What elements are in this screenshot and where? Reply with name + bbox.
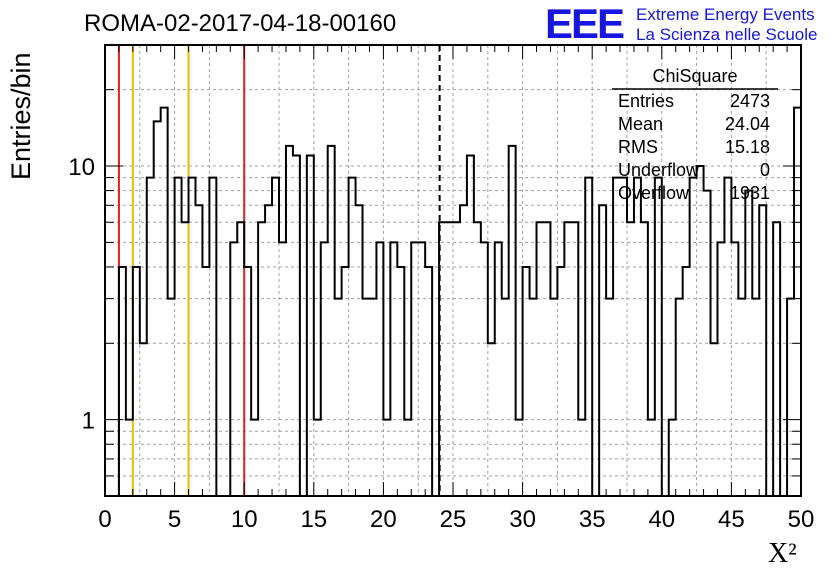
x-tick-label: 0 <box>98 506 111 533</box>
x-tick-label: 25 <box>440 506 467 533</box>
stats-row-entries: Entries 2473 <box>612 91 778 114</box>
y-tick-label: 1 <box>82 408 95 435</box>
y-tick-label: 10 <box>68 154 95 181</box>
stats-box: ChiSquare Entries 2473 Mean 24.04 RMS 15… <box>612 66 778 206</box>
x-tick-label: 15 <box>300 506 327 533</box>
stats-value: 0 <box>759 160 770 180</box>
stats-key: Underflow <box>618 160 700 180</box>
stats-key: Entries <box>618 91 675 111</box>
stats-value: 2473 <box>729 91 770 111</box>
x-tick-label: 50 <box>788 506 815 533</box>
x-tick-label: 30 <box>509 506 536 533</box>
y-axis-label: Entries/bin <box>6 52 36 180</box>
stats-value: 24.04 <box>724 114 770 134</box>
x-tick-label: 20 <box>370 506 397 533</box>
chart-title: ROMA-02-2017-04-18-00160 <box>84 10 397 37</box>
logo-line-2: La Scienza nelle Scuole <box>636 25 818 44</box>
stats-row-underflow: Underflow 0 <box>612 160 778 183</box>
stats-divider <box>612 88 778 90</box>
x-tick-label: 40 <box>648 506 675 533</box>
stats-key: Overflow <box>618 183 690 203</box>
stats-title: ChiSquare <box>652 66 738 86</box>
x-tick-label: 5 <box>168 506 181 533</box>
grid-lines <box>105 45 801 496</box>
logo-line-1: Extreme Energy Events <box>636 5 815 24</box>
eee-logo: EEE <box>545 0 625 47</box>
x-tick-label: 45 <box>718 506 745 533</box>
stats-row-rms: RMS 15.18 <box>612 137 778 160</box>
x-tick-label: 35 <box>579 506 606 533</box>
stats-row-mean: Mean 24.04 <box>612 114 778 137</box>
stats-key: Mean <box>618 114 664 134</box>
stats-value: 1931 <box>729 183 770 203</box>
y-axis: 1 10 <box>68 89 801 477</box>
stats-key: RMS <box>618 137 658 157</box>
x-axis: 0 5 10 15 20 25 30 35 40 45 50 <box>98 45 814 533</box>
stats-value: 15.18 <box>724 137 770 157</box>
x-axis-label: X² <box>768 538 797 569</box>
x-tick-label: 10 <box>231 506 258 533</box>
stats-row-overflow: Overflow 1931 <box>612 183 778 206</box>
